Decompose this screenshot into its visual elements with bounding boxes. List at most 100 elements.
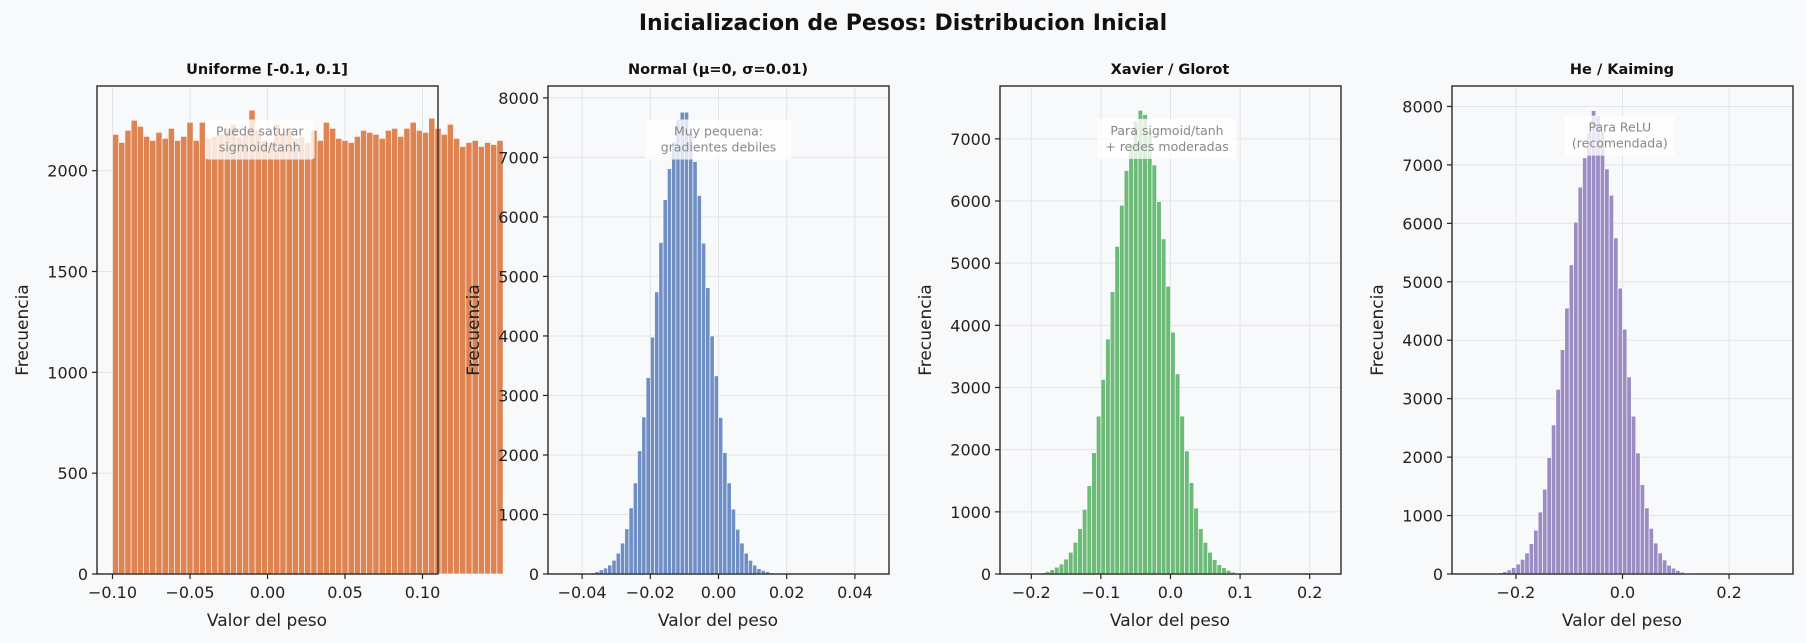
histogram-bar: [236, 136, 243, 575]
y-tick-label: 5000: [950, 254, 991, 273]
y-tick-label: 7000: [498, 148, 539, 167]
x-tick-label: −0.05: [165, 583, 214, 602]
annotation: Muy pequena:gradientes debiles: [645, 119, 792, 160]
histogram-bar: [304, 142, 312, 575]
histogram-bar: [490, 144, 498, 575]
histogram-bar: [484, 142, 491, 575]
plot-border: [999, 85, 1342, 575]
annotation-text: + redes moderadas: [1105, 139, 1228, 154]
histogram-bar: [1528, 543, 1534, 575]
histogram-bar: [1128, 142, 1134, 575]
histogram-bar: [709, 335, 715, 575]
histogram-bar: [1595, 115, 1601, 575]
histogram-bar: [1577, 186, 1583, 575]
x-tick-label: 0.00: [250, 583, 286, 602]
histogram-bar: [1533, 529, 1539, 575]
y-tick-label: 0: [529, 565, 539, 584]
annotation-text: (recomendada): [1572, 136, 1668, 151]
y-tick-label: 6000: [498, 208, 539, 227]
histogram-bar: [155, 132, 163, 575]
annotation-text: Muy pequena:: [674, 124, 763, 139]
y-tick-label: 4000: [950, 316, 991, 335]
histogram-bar: [718, 417, 724, 575]
histogram-bar: [1109, 291, 1116, 575]
y-tick-label: 0: [78, 565, 88, 584]
y-tick-label: 3000: [1402, 390, 1443, 409]
histogram-bar: [397, 136, 405, 575]
histogram-bar: [1670, 567, 1677, 575]
histogram-bar: [735, 529, 741, 575]
histogram-bar: [372, 134, 380, 575]
y-tick-label: 0: [1433, 565, 1443, 584]
histogram-bar: [353, 136, 361, 575]
histogram-bar: [1555, 389, 1561, 575]
panel-he: He / Kaiming Valor del peso Frecuencia −…: [1368, 62, 1794, 631]
histogram-bar: [211, 136, 219, 575]
histogram-bar: [260, 140, 268, 575]
histogram-bar: [422, 132, 429, 575]
histogram-bar: [322, 121, 330, 575]
histogram-bar: [279, 134, 287, 575]
histogram-bar: [645, 377, 651, 575]
histogram-bar: [641, 416, 647, 575]
histogram-bar: [611, 560, 617, 575]
y-tick-label: 3000: [950, 379, 991, 398]
histogram-bar: [1147, 131, 1153, 575]
histogram-bar: [124, 130, 132, 575]
histogram-bar: [722, 452, 728, 575]
y-tick-label: 8000: [1402, 97, 1443, 116]
y-tick-label: 3000: [498, 386, 539, 405]
histogram-bar: [624, 528, 630, 575]
histogram-bar: [384, 130, 392, 575]
histogram-bar: [603, 567, 608, 575]
histogram-bar: [1511, 567, 1517, 575]
histogram-bar: [705, 287, 711, 575]
panel-title: Uniforme [-0.1, 0.1]: [186, 62, 348, 78]
histogram-bar: [654, 291, 660, 575]
y-tick-label: 0: [981, 565, 991, 584]
histogram-bar: [1174, 373, 1181, 575]
y-tick-label: 1000: [498, 505, 539, 524]
histogram-bar: [149, 140, 157, 575]
y-axis-label: Frecuencia: [916, 284, 936, 375]
histogram-bar: [360, 130, 367, 575]
histogram-bar: [1160, 238, 1167, 575]
histogram-bar: [649, 336, 655, 575]
histogram-bar: [662, 199, 668, 575]
histogram-bar: [428, 117, 436, 575]
y-tick-label: 4000: [498, 327, 539, 346]
y-tick-label: 8000: [498, 89, 539, 108]
x-tick-label: 0.00: [701, 583, 737, 602]
annotation-text: Para ReLU: [1588, 120, 1651, 135]
histogram-bar: [1086, 485, 1092, 575]
histogram-bar: [658, 242, 664, 575]
x-tick-label: −0.1: [1081, 583, 1120, 602]
histogram-bars: [112, 109, 504, 575]
panel-title: Normal (μ=0, σ=0.01): [628, 62, 808, 78]
histogram-bar: [1604, 168, 1610, 575]
annotation-text: sigmoid/tanh: [219, 139, 301, 154]
histogram-bar: [1639, 484, 1645, 575]
x-axis-label: Valor del peso: [1110, 611, 1230, 631]
histogram-bar: [1193, 507, 1199, 575]
histogram-bar: [598, 569, 604, 575]
y-tick-label: 500: [57, 464, 88, 483]
histogram-bar: [671, 141, 677, 575]
histogram-bar: [440, 134, 448, 575]
panel-uniforme: Uniforme [-0.1, 0.1] Valor del peso Frec…: [13, 62, 504, 631]
histogram-bar: [632, 482, 638, 575]
histogram-bar: [637, 450, 643, 575]
plot-border: [547, 85, 890, 575]
y-axis-label: Frecuencia: [464, 284, 484, 375]
histogram-bar: [739, 542, 745, 575]
histogram-bar: [285, 130, 293, 575]
histogram-bar: [1165, 285, 1171, 575]
histogram-bar: [254, 130, 262, 575]
histogram-bar: [310, 130, 318, 575]
histogram-bar: [1644, 507, 1650, 575]
annotation: Para sigmoid/tanh+ redes moderadas: [1097, 118, 1237, 159]
annotation-text: Puede saturar: [216, 123, 304, 138]
histogram-bar: [628, 507, 634, 575]
histogram-bar: [217, 134, 225, 575]
